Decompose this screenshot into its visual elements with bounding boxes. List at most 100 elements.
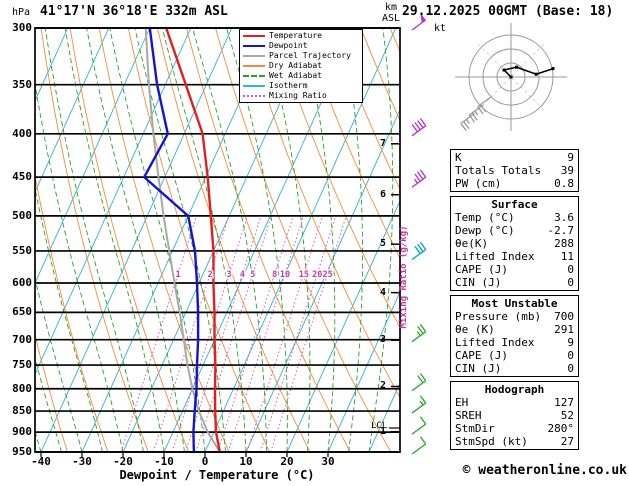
temperature-tick-label: -40 <box>31 455 51 468</box>
legend-item-label: Dewpoint <box>269 41 308 50</box>
index-label: PW (cm) <box>455 177 502 190</box>
index-value: 127 <box>554 396 574 409</box>
index-label: Lifted Index <box>455 250 535 263</box>
pressure-tick-label: 650 <box>12 305 32 319</box>
wind-barb <box>460 112 475 132</box>
pressure-tick-label: 400 <box>12 126 32 140</box>
km-tick-label: 6 <box>379 188 386 200</box>
index-value: 9 <box>567 151 574 164</box>
index-value: 700 <box>554 310 574 323</box>
hodograph <box>455 23 567 132</box>
km-tick-label: 7 <box>379 137 386 149</box>
temperature-line <box>164 26 222 454</box>
pressure-tick-label: 550 <box>12 243 32 257</box>
index-value: 0.8 <box>554 177 574 190</box>
pressure-tick-label: 700 <box>12 332 32 346</box>
legend-item-label: Parcel Trajectory <box>269 51 351 60</box>
index-value: -2.7 <box>547 224 575 237</box>
svg-text:3: 3 <box>226 270 231 280</box>
index-value: 0 <box>567 362 574 375</box>
legend-line-sample <box>243 95 265 97</box>
index-row: CIN (J) 0 <box>455 276 574 289</box>
wind-barb <box>411 416 427 435</box>
index-label: θe (K) <box>455 323 495 336</box>
station-title: 41°17'N 36°18'E 332m ASL <box>40 4 228 19</box>
svg-text:25: 25 <box>322 270 332 280</box>
temperature-ticks <box>40 452 329 457</box>
index-value: 280° <box>547 422 575 435</box>
mixing-ratio-lines <box>120 215 347 452</box>
legend-item-label: Isotherm <box>269 81 308 90</box>
km-tick-label: 4 <box>379 286 386 298</box>
index-row: Temp (°C) 3.6 <box>455 211 574 224</box>
wind-barb-column <box>411 12 427 455</box>
lcl-label: LCL <box>371 421 388 431</box>
km-tick-label: 1 <box>379 425 386 437</box>
pressure-tick-label: 950 <box>12 445 32 458</box>
index-row: Dewp (°C) -2.7 <box>455 224 574 237</box>
index-panel-title: Hodograph <box>484 383 545 396</box>
index-panel: K 9 Totals Totals 39 PW (cm) 0.8 <box>450 149 579 192</box>
pressure-tick-label: 600 <box>12 275 32 289</box>
index-value: 39 <box>560 164 574 177</box>
index-value: 0 <box>567 349 574 362</box>
legend-item: Temperature <box>240 31 362 41</box>
temperature-tick-label: -20 <box>113 455 133 468</box>
altitude-axis-unit-km: km <box>385 2 398 13</box>
svg-text:10: 10 <box>280 270 290 280</box>
chart-legend: Temperature Dewpoint Parcel Trajectory Dry … <box>239 29 363 103</box>
index-label: EH <box>455 396 469 409</box>
km-tick-label: 2 <box>379 380 386 392</box>
legend-item: Isotherm <box>240 81 362 91</box>
legend-line-sample <box>243 35 265 37</box>
wind-barb <box>411 436 427 455</box>
index-value: 9 <box>567 336 574 349</box>
temperature-tick-label: 0 <box>201 455 209 468</box>
mixing-ratio-axis-label: Mixing Ratio (g/kg) <box>399 225 409 329</box>
temperature-tick-label: 20 <box>280 455 294 468</box>
index-panel: Surface Temp (°C) 3.6 Dewp (°C) -2.7 θe(K) 288… <box>450 196 579 291</box>
mixing-ratio-value-labels: 1 2 3 4 5 8 10 15 20 25 <box>174 269 334 282</box>
index-row: Pressure (mb) 700 <box>455 310 574 323</box>
wind-barb <box>411 373 427 392</box>
index-row: CAPE (J) 0 <box>455 263 574 276</box>
index-label: Lifted Index <box>455 336 535 349</box>
wind-barb <box>468 104 484 123</box>
parcel-trajectory-line <box>144 27 221 453</box>
index-row: StmSpd (kt) 27 <box>455 435 574 448</box>
temperature-tick-label: 30 <box>321 455 335 468</box>
indices-panels: K 9 Totals Totals 39 PW (cm) 0.8 Surface Temp (… <box>450 149 579 454</box>
svg-text:1: 1 <box>175 270 180 280</box>
index-label: θe(K) <box>455 237 489 250</box>
pressure-tick-label: 750 <box>12 358 32 372</box>
hodograph-unit-label: kt <box>434 23 447 34</box>
index-value: 288 <box>554 237 574 250</box>
index-panel-title: Most Unstable <box>471 297 558 310</box>
legend-item: Mixing Ratio <box>240 91 362 101</box>
pressure-tick-label: 500 <box>12 208 32 222</box>
pressure-axis-unit: hPa <box>12 7 31 18</box>
km-tick-label: 5 <box>379 238 386 250</box>
index-row: CAPE (J) 0 <box>455 349 574 362</box>
index-row: SREH 52 <box>455 409 574 422</box>
index-value: 52 <box>560 409 574 422</box>
index-label: CIN (J) <box>455 362 502 375</box>
pressure-tick-label: 800 <box>12 381 32 395</box>
altitude-axis-unit-asl: ASL <box>382 13 401 24</box>
index-panel: Hodograph EH 127 SREH 52 StmDir 280° StmSpd (kt… <box>450 381 579 450</box>
index-value: 0 <box>567 276 574 289</box>
hodograph-trace-point <box>551 67 555 71</box>
chart-frame <box>34 27 401 453</box>
hodograph-trace-point <box>509 75 513 79</box>
wind-barb <box>477 96 492 115</box>
legend-item: Dewpoint <box>240 41 362 51</box>
wind-barb <box>411 169 427 188</box>
legend-item-label: Mixing Ratio <box>269 91 327 100</box>
legend-line-sample <box>243 55 265 57</box>
index-value: 291 <box>554 323 574 336</box>
pressure-tick-label: 850 <box>12 404 32 418</box>
legend-line-sample <box>243 65 265 67</box>
x-axis-title: Dewpoint / Temperature (°C) <box>119 468 315 482</box>
index-panel: Most Unstable Pressure (mb) 700 θe (K) 291 Li… <box>450 295 579 377</box>
